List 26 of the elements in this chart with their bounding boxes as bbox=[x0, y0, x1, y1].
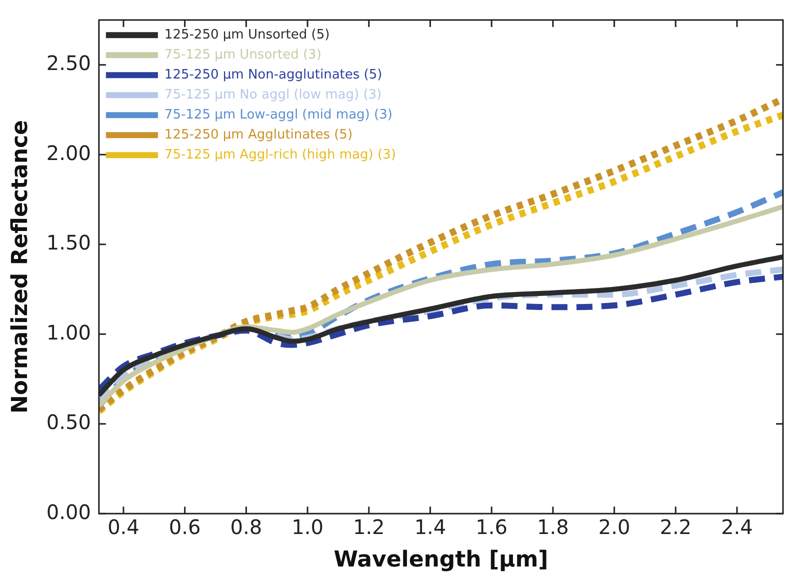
legend-label: 75-125 μm Low-aggl (mid mag) (3) bbox=[164, 107, 392, 122]
y-axis-title: Normalized Reflectance bbox=[8, 120, 33, 414]
y-tick-label: 1.00 bbox=[46, 320, 91, 344]
x-tick-label: 2.2 bbox=[660, 514, 692, 539]
legend-label: 75-125 μm No aggl (low mag) (3) bbox=[164, 87, 382, 102]
x-axis-title: Wavelength [μm] bbox=[334, 548, 548, 573]
y-tick-label: 2.00 bbox=[46, 140, 91, 165]
legend-label: 75-125 μm Aggl-rich (high mag) (3) bbox=[164, 147, 396, 162]
y-tick-label: 2.50 bbox=[46, 51, 91, 76]
legend-label: 125-250 μm Unsorted (5) bbox=[164, 27, 330, 42]
x-tick-label: 1.4 bbox=[414, 514, 446, 539]
y-tick-label: 0.50 bbox=[46, 410, 91, 434]
x-tick-label: 2.4 bbox=[721, 514, 753, 539]
y-tick-label: 0.00 bbox=[46, 500, 91, 524]
x-tick-label: 1.0 bbox=[292, 514, 324, 539]
legend-label: 125-250 μm Non-agglutinates (5) bbox=[164, 67, 382, 82]
x-tick-label: 0.8 bbox=[230, 514, 262, 539]
legend-label: 125-250 μm Agglutinates (5) bbox=[164, 127, 353, 142]
x-tick-label: 1.2 bbox=[352, 514, 385, 539]
legend-label: 75-125 μm Unsorted (3) bbox=[164, 47, 322, 62]
x-tick-label: 0.4 bbox=[108, 514, 140, 539]
y-tick-label: 1.50 bbox=[46, 230, 91, 255]
x-tick-label: 2.0 bbox=[598, 514, 630, 539]
x-tick-label: 1.8 bbox=[537, 514, 569, 539]
x-tick-label: 1.6 bbox=[476, 514, 508, 539]
x-tick-label: 0.6 bbox=[168, 514, 201, 539]
